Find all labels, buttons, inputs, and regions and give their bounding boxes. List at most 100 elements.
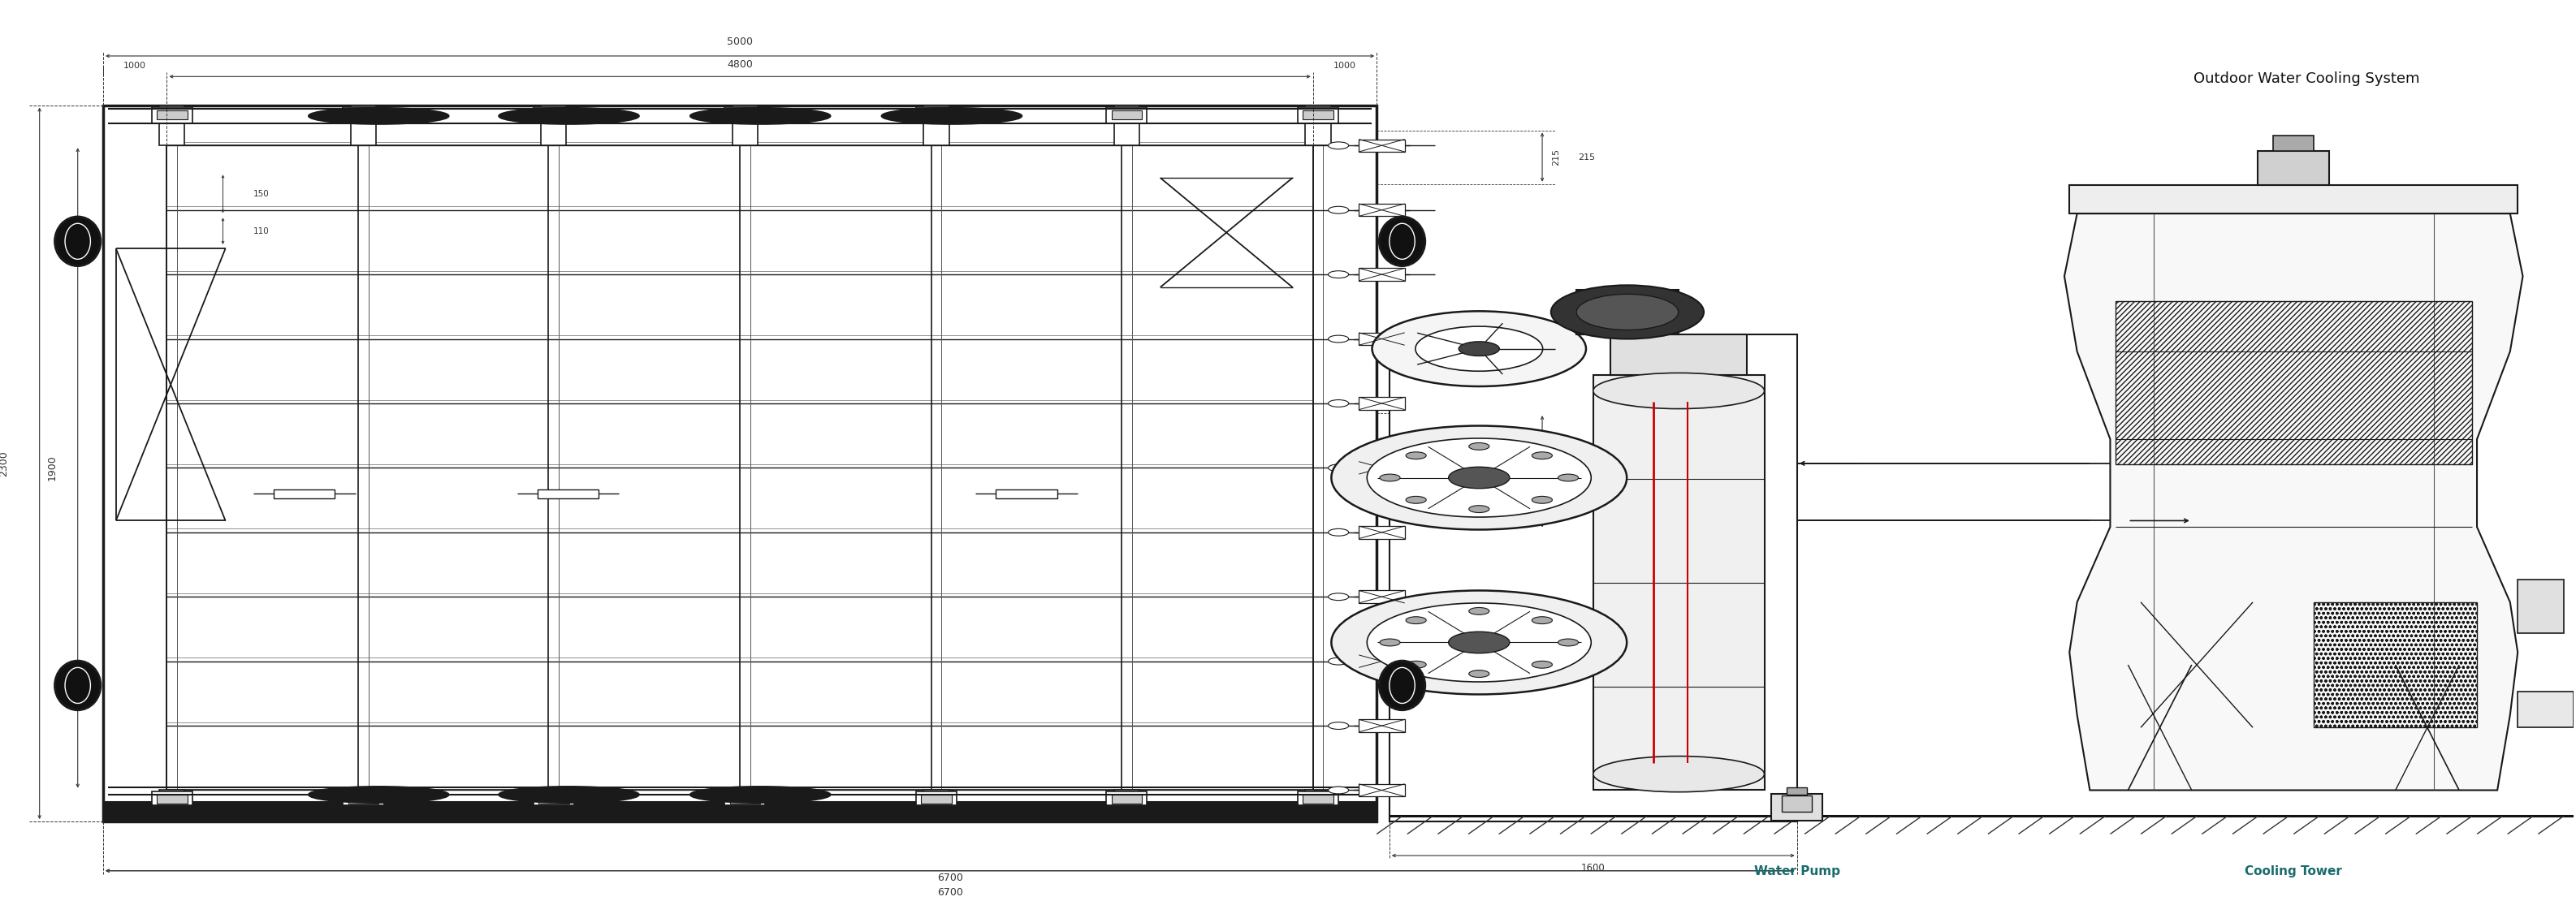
Bar <box>343 791 384 805</box>
Circle shape <box>1381 639 1401 646</box>
Bar <box>2517 579 2563 633</box>
Bar <box>1360 526 1404 539</box>
Bar <box>350 105 376 146</box>
Ellipse shape <box>690 108 829 124</box>
Bar <box>1306 105 1332 146</box>
Circle shape <box>1329 529 1350 536</box>
Ellipse shape <box>1378 217 1425 266</box>
Bar <box>1360 397 1404 410</box>
Bar <box>541 790 567 802</box>
Bar <box>922 111 951 120</box>
Bar <box>2069 186 2517 214</box>
Circle shape <box>1406 452 1427 460</box>
Text: 110: 110 <box>252 227 270 235</box>
Bar <box>1772 794 1821 821</box>
Circle shape <box>1448 632 1510 653</box>
Ellipse shape <box>500 108 639 124</box>
Circle shape <box>1458 341 1499 356</box>
Circle shape <box>1468 442 1489 450</box>
Ellipse shape <box>1592 373 1765 409</box>
Bar <box>917 107 956 123</box>
Text: 215: 215 <box>1551 149 1561 166</box>
Bar <box>997 489 1056 498</box>
Circle shape <box>1329 722 1350 729</box>
Circle shape <box>1406 616 1427 623</box>
Circle shape <box>1329 142 1350 149</box>
Bar <box>1783 796 1811 812</box>
Circle shape <box>1468 607 1489 614</box>
Bar <box>732 790 757 802</box>
Bar <box>1306 790 1332 802</box>
Bar <box>1592 375 1765 790</box>
Bar <box>348 795 379 804</box>
Bar <box>1360 140 1404 151</box>
Bar <box>1303 795 1334 804</box>
Text: 1900: 1900 <box>46 455 57 481</box>
Bar <box>925 790 948 802</box>
Bar <box>103 802 1376 822</box>
Bar <box>2313 602 2478 727</box>
Circle shape <box>1332 590 1628 695</box>
Circle shape <box>1533 616 1553 623</box>
Ellipse shape <box>64 668 90 704</box>
Circle shape <box>1406 661 1427 669</box>
Bar <box>533 791 574 805</box>
Bar <box>541 105 567 146</box>
Bar <box>1360 590 1404 603</box>
Text: 500: 500 <box>1579 468 1595 476</box>
Circle shape <box>1329 335 1350 342</box>
Circle shape <box>1381 474 1401 481</box>
Circle shape <box>1368 603 1592 682</box>
Bar <box>917 791 956 805</box>
Text: 1600: 1600 <box>1582 863 1605 873</box>
Bar <box>152 107 193 123</box>
Bar <box>1113 105 1139 146</box>
Bar <box>1360 655 1404 668</box>
Text: 1000: 1000 <box>1334 62 1355 70</box>
Circle shape <box>1406 496 1427 504</box>
Bar <box>103 105 1376 822</box>
Circle shape <box>1373 311 1587 387</box>
Bar <box>157 111 188 120</box>
Circle shape <box>1329 400 1350 407</box>
Text: Outdoor Water Cooling System: Outdoor Water Cooling System <box>2192 71 2419 86</box>
Text: 6700: 6700 <box>938 873 963 883</box>
Bar <box>1360 461 1404 474</box>
Bar <box>2517 692 2573 727</box>
Bar <box>1110 111 1141 120</box>
Bar <box>1577 289 1680 334</box>
Bar <box>533 107 574 123</box>
Bar <box>1610 334 1747 375</box>
Bar <box>1360 204 1404 216</box>
Bar <box>1298 107 1340 123</box>
Ellipse shape <box>309 108 448 124</box>
Bar <box>2272 135 2313 151</box>
Bar <box>732 105 757 146</box>
Circle shape <box>1468 505 1489 513</box>
Bar <box>2115 301 2473 464</box>
Bar <box>350 790 376 802</box>
Bar <box>1360 268 1404 281</box>
Circle shape <box>1558 639 1579 646</box>
Bar <box>729 795 760 804</box>
Ellipse shape <box>1388 668 1414 704</box>
Circle shape <box>1558 474 1579 481</box>
Bar <box>273 489 335 498</box>
Bar <box>538 111 569 120</box>
Bar <box>1110 795 1141 804</box>
Bar <box>1360 332 1404 345</box>
Bar <box>729 111 760 120</box>
Bar <box>1303 111 1334 120</box>
Bar <box>922 795 951 804</box>
Text: Cooling Tower: Cooling Tower <box>2244 865 2342 878</box>
Bar <box>1788 787 1808 795</box>
Bar <box>538 489 598 498</box>
Bar <box>157 795 188 804</box>
Bar <box>1298 791 1340 805</box>
Ellipse shape <box>500 787 639 803</box>
Circle shape <box>1414 326 1543 371</box>
Text: 4800: 4800 <box>726 59 752 69</box>
Bar <box>925 105 948 146</box>
Text: 150: 150 <box>252 190 270 198</box>
Bar <box>1388 334 1798 822</box>
